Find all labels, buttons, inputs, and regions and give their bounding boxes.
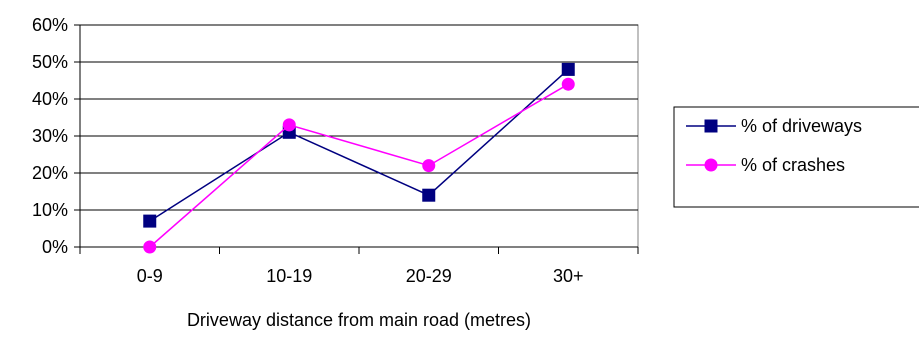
data-point [561, 77, 575, 91]
legend-marker [704, 158, 718, 172]
x-axis-ticks: 0-9 10-19 20-29 30+ [79, 247, 639, 286]
y-tick-label: 40% [32, 89, 68, 109]
y-tick-label: 50% [32, 52, 68, 72]
legend-label: % of driveways [741, 116, 862, 136]
series-group [143, 62, 575, 254]
x-tick-label: 20-29 [406, 266, 452, 286]
series-1 [143, 62, 575, 228]
y-tick-label: 30% [32, 126, 68, 146]
series-line [149, 83, 569, 248]
data-point [143, 214, 157, 228]
x-tick-label: 30+ [553, 266, 584, 286]
x-tick-label: 10-19 [266, 266, 312, 286]
x-tick-label: 0-9 [137, 266, 163, 286]
gridlines [80, 24, 638, 211]
y-axis-ticks: 0% 10% 20% 30% 40% 50% 60% [32, 15, 80, 257]
x-axis-title: Driveway distance from main road (metres… [187, 310, 531, 330]
series-2 [143, 77, 575, 254]
data-point [422, 188, 436, 202]
data-point [422, 159, 436, 173]
legend-item: % of crashes [686, 155, 845, 175]
y-tick-label: 20% [32, 163, 68, 183]
data-point [561, 62, 575, 76]
data-point [143, 240, 157, 254]
y-tick-label: 60% [32, 15, 68, 35]
y-tick-label: 10% [32, 200, 68, 220]
legend-label: % of crashes [741, 155, 845, 175]
legend-marker [704, 119, 718, 133]
data-point [282, 118, 296, 132]
y-tick-label: 0% [42, 237, 68, 257]
legend: % of driveways % of crashes [673, 106, 919, 208]
legend-item: % of driveways [686, 116, 862, 136]
series-line [149, 68, 569, 222]
